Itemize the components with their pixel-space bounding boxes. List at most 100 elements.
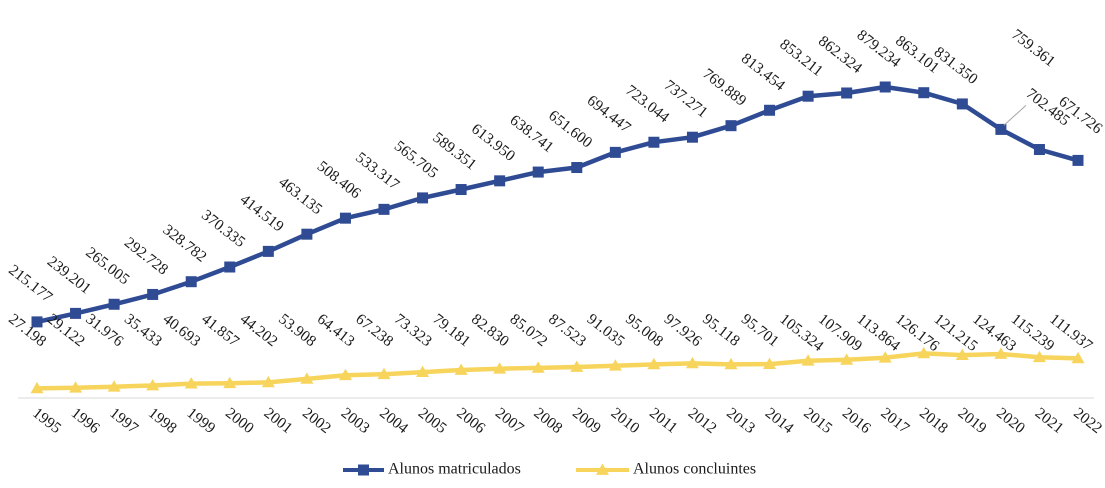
label-leader-line [1003, 105, 1027, 126]
x-tick-label: 2022 [1070, 405, 1105, 437]
data-point-marker [454, 363, 468, 375]
x-tick-label: 2019 [955, 405, 990, 438]
legend-item: Alunos matriculados [343, 461, 521, 478]
data-label-concluintes: 115.239 [1008, 311, 1058, 355]
data-label-concluintes: 91.035 [584, 311, 628, 351]
legend-item: Alunos concluintes [576, 461, 756, 478]
data-point-marker [30, 381, 44, 394]
data-label-matriculados: 414.519 [237, 191, 287, 236]
data-point-marker [531, 361, 545, 373]
data-label-concluintes: 87.523 [545, 311, 589, 351]
data-point-marker [1032, 350, 1046, 363]
data-label-matriculados: 769.889 [699, 65, 749, 110]
data-point-marker [300, 372, 314, 384]
data-label-concluintes: 95.008 [622, 311, 666, 351]
x-tick-label: 2015 [800, 405, 835, 438]
x-tick-label: 2012 [685, 405, 720, 437]
x-tick-label: 2011 [646, 405, 680, 437]
x-tick-label: 1995 [29, 405, 64, 438]
data-point-marker [918, 87, 930, 99]
data-point-marker [1033, 144, 1045, 156]
data-label-concluintes: 40.693 [160, 311, 204, 351]
data-point-marker [841, 87, 853, 99]
data-point-marker [184, 377, 198, 389]
x-tick-label: 2008 [531, 405, 566, 438]
x-tick-label: 2000 [222, 405, 257, 438]
data-label-matriculados: 370.335 [198, 207, 248, 252]
data-point-marker [70, 307, 82, 319]
legend-label: Alunos concluintes [633, 461, 756, 478]
data-point-marker [31, 316, 43, 328]
data-label-concluintes: 31.976 [82, 311, 126, 351]
data-point-marker [995, 123, 1007, 135]
x-tick-label: 2020 [993, 405, 1028, 438]
legend-label: Alunos matriculados [388, 461, 521, 478]
data-point-marker [648, 136, 660, 148]
data-point-marker [261, 375, 275, 388]
data-label-concluintes: 85.072 [507, 311, 551, 351]
data-point-marker [532, 166, 544, 178]
data-point-marker [801, 354, 815, 366]
data-point-marker [416, 365, 430, 377]
data-point-marker [185, 276, 197, 288]
data-label-concluintes: 111.937 [1046, 311, 1095, 355]
data-label-matriculados: 463.135 [275, 174, 325, 219]
data-label-concluintes: 82.830 [468, 311, 512, 351]
legend: Alunos matriculados Alunos concluintes [343, 461, 756, 478]
x-tick-label: 1998 [145, 405, 180, 438]
data-point-marker [686, 131, 698, 143]
x-tick-label: 1999 [184, 405, 219, 438]
data-label-matriculados: 328.782 [160, 221, 210, 265]
data-point-marker [455, 184, 467, 196]
data-point-marker [956, 98, 968, 110]
data-label-matriculados: 759.361 [1008, 26, 1058, 70]
x-tick-label: 2005 [415, 405, 450, 438]
data-label-concluintes: 27.198 [5, 311, 49, 351]
data-point-marker [764, 104, 776, 116]
data-label-concluintes: 113.864 [854, 311, 904, 355]
x-tick-label: 2001 [261, 405, 296, 437]
data-point-marker [763, 357, 777, 370]
data-point-marker [301, 228, 313, 240]
data-point-marker [917, 346, 931, 359]
series-line [34, 351, 1081, 391]
x-tick-label: 2021 [1032, 405, 1067, 437]
data-point-marker [378, 203, 390, 215]
x-tick-label: 2013 [723, 405, 758, 438]
data-point-marker [377, 367, 391, 380]
x-tick-label: 2017 [878, 405, 913, 438]
data-point-marker [994, 347, 1008, 359]
legend-swatch-marker [596, 463, 609, 475]
axis-layer: 1995 1996 1997 1998 1999 2000 2001 2002 2003 2004… [18, 397, 1105, 438]
data-point-marker [685, 356, 699, 369]
data-label-concluintes: 95.118 [699, 311, 743, 350]
data-point-marker [223, 376, 237, 389]
data-point-marker [147, 288, 159, 300]
x-tick-label: 2002 [299, 405, 334, 437]
data-point-marker [339, 212, 351, 224]
x-tick-label: 1996 [68, 405, 103, 438]
x-tick-label: 2007 [492, 405, 527, 438]
data-point-marker [725, 120, 737, 132]
data-point-marker [107, 380, 121, 392]
data-label-concluintes: 41.857 [198, 311, 242, 351]
data-point-marker [224, 261, 236, 273]
x-tick-label: 2014 [762, 405, 797, 438]
data-point-marker [1071, 351, 1085, 364]
data-point-marker [146, 378, 160, 391]
data-label-concluintes: 67.238 [352, 311, 396, 351]
data-point-marker [338, 368, 352, 381]
data-point-marker [802, 90, 814, 102]
data-point-marker [494, 175, 506, 187]
series-layer [30, 81, 1085, 394]
x-tick-label: 2006 [453, 405, 488, 438]
data-point-marker [570, 360, 584, 372]
data-point-marker [879, 81, 891, 93]
data-point-marker [1072, 154, 1084, 166]
series-line [34, 84, 1081, 325]
data-point-marker [262, 245, 274, 257]
x-tick-label: 1997 [106, 405, 141, 438]
data-label-matriculados: 813.454 [738, 50, 788, 95]
data-label-concluintes: 35.433 [121, 311, 165, 351]
